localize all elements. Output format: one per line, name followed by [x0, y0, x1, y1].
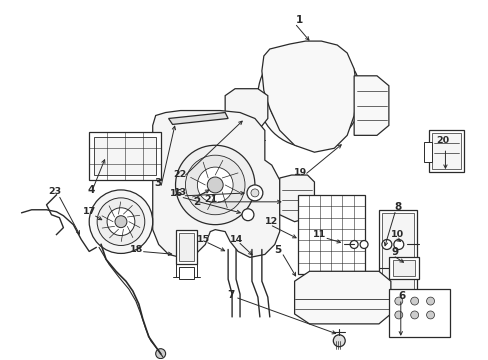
Bar [392, 260, 414, 276]
Circle shape [257, 44, 360, 147]
Polygon shape [262, 41, 356, 152]
Bar [297, 195, 365, 274]
Text: 19: 19 [293, 167, 306, 176]
Text: 7: 7 [227, 290, 234, 300]
Circle shape [107, 208, 135, 235]
Circle shape [359, 240, 367, 248]
Text: 18: 18 [130, 245, 143, 254]
Circle shape [410, 311, 418, 319]
Text: 15: 15 [196, 235, 209, 244]
Bar [94, 137, 155, 175]
Circle shape [291, 78, 326, 113]
Text: 23: 23 [48, 188, 61, 197]
Circle shape [393, 239, 403, 249]
Text: 20: 20 [435, 136, 448, 145]
Bar [388, 257, 418, 279]
Circle shape [279, 66, 339, 125]
Circle shape [89, 190, 152, 253]
Text: 11: 11 [312, 230, 325, 239]
Text: 12: 12 [264, 217, 278, 226]
Circle shape [426, 311, 434, 319]
Circle shape [115, 216, 127, 228]
Text: 14: 14 [229, 235, 242, 244]
Text: 8: 8 [393, 202, 401, 212]
Text: 3: 3 [154, 178, 161, 188]
Circle shape [97, 198, 144, 246]
Circle shape [246, 185, 263, 201]
Circle shape [242, 209, 253, 221]
Text: 10: 10 [390, 230, 404, 239]
Circle shape [267, 54, 350, 137]
Circle shape [207, 177, 223, 193]
Bar [381, 213, 413, 296]
Bar [423, 142, 431, 162]
Circle shape [185, 155, 244, 215]
Circle shape [426, 297, 434, 305]
Bar [427, 130, 463, 172]
Polygon shape [152, 111, 279, 257]
Text: 21: 21 [204, 195, 218, 204]
Polygon shape [168, 113, 228, 125]
Text: 1: 1 [295, 15, 303, 25]
Circle shape [175, 145, 254, 225]
Text: 17: 17 [82, 207, 96, 216]
Circle shape [333, 335, 345, 347]
Text: 13: 13 [174, 188, 187, 197]
Bar [378, 210, 416, 299]
Text: 9: 9 [390, 247, 398, 257]
Bar [175, 230, 197, 264]
Bar [431, 133, 460, 169]
Polygon shape [224, 89, 267, 130]
Bar [89, 132, 161, 180]
Text: 16: 16 [169, 189, 183, 198]
Bar [178, 267, 194, 279]
Text: 2: 2 [192, 197, 200, 207]
Text: 5: 5 [274, 246, 281, 256]
Text: 6: 6 [397, 291, 405, 301]
Circle shape [410, 297, 418, 305]
Polygon shape [279, 175, 314, 222]
Circle shape [349, 240, 357, 248]
Circle shape [197, 167, 233, 203]
Text: 22: 22 [173, 170, 186, 179]
Circle shape [381, 239, 391, 249]
Bar [388, 289, 449, 337]
Circle shape [155, 349, 165, 359]
Circle shape [394, 311, 402, 319]
Circle shape [394, 297, 402, 305]
Circle shape [250, 189, 258, 197]
Circle shape [301, 88, 317, 104]
Bar [178, 233, 194, 261]
Polygon shape [353, 76, 388, 135]
Text: 4: 4 [87, 185, 95, 195]
Polygon shape [294, 271, 390, 324]
